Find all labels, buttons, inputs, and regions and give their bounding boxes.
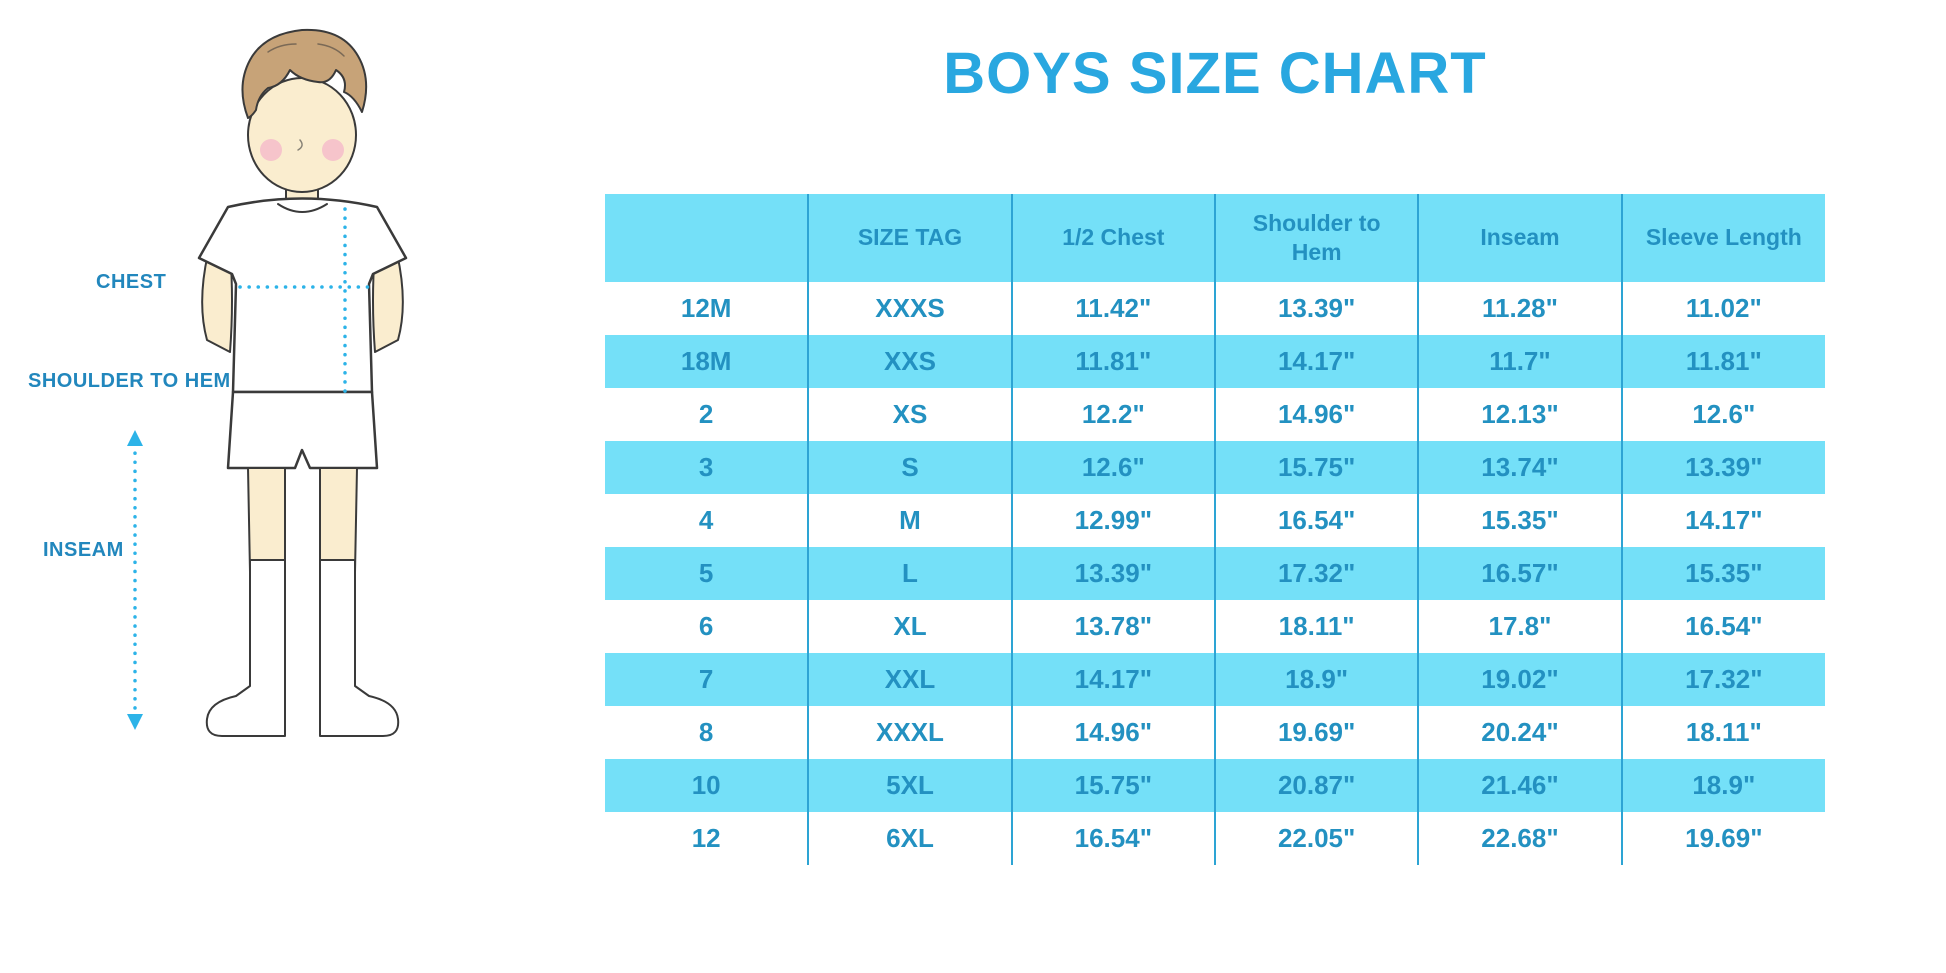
measurement-cell: S	[807, 440, 1012, 494]
size-cell: 3	[605, 440, 809, 494]
measurement-cell: 17.32"	[1620, 652, 1825, 706]
measurement-cell: XL	[807, 599, 1012, 653]
measurement-cell: 12.13"	[1417, 387, 1622, 441]
size-cell: 18M	[605, 334, 809, 388]
measurement-cell: 14.96"	[1010, 705, 1215, 759]
size-cell: 6	[698, 610, 714, 641]
header-cell-inseam: Inseam	[1417, 193, 1622, 282]
measurement-cell: 15.75"	[1213, 440, 1419, 494]
measurement-cell: 14.17"	[1010, 652, 1215, 706]
measurement-cell: 16.54"	[1010, 811, 1215, 865]
size-cell: 4	[698, 504, 714, 535]
table-row: 3 S 12.6" 15.75" 13.74" 13.39"	[605, 440, 1825, 494]
measurement-cell: 22.68"	[1417, 811, 1622, 865]
measurement-cell: 19.02"	[1417, 652, 1622, 706]
measurement-cell: L	[807, 546, 1012, 600]
table-row: 18M XXS 11.81" 14.17" 11.7" 11.81"	[605, 334, 1825, 388]
measurement-cell: XXL	[807, 652, 1012, 706]
table-row: 12M XXXS 11.42" 13.39" 11.28" 11.02"	[605, 281, 1825, 335]
inseam-measure-line	[127, 430, 143, 730]
table-row: 12 6XL 16.54" 22.05" 22.68" 19.69"	[605, 811, 1825, 865]
size-chart-table: SIZE TAG 1/2 Chest Shoulder to Hem Insea…	[605, 193, 1825, 865]
size-cell: 12M	[680, 292, 732, 323]
measurement-cell: 13.39"	[1213, 281, 1419, 335]
table-row: 5 L 13.39" 17.32" 16.57" 15.35"	[605, 546, 1825, 600]
illustration-panel: CHEST SHOULDER TO HEM INSEAM	[0, 0, 480, 973]
measurement-cell: 6XL	[807, 811, 1012, 865]
measurement-cell: 17.8"	[1417, 599, 1622, 653]
measurement-cell: 5XL	[807, 758, 1012, 812]
measurement-cell: 13.39"	[1620, 440, 1825, 494]
table-row: 10 5XL 15.75" 20.87" 21.46" 18.9"	[605, 758, 1825, 812]
measurement-cell: 13.78"	[1010, 599, 1215, 653]
measurement-cell: 16.54"	[1213, 493, 1419, 547]
size-cell: 8	[698, 716, 714, 747]
measurement-cell: XXS	[807, 334, 1012, 388]
inseam-label: INSEAM	[43, 539, 124, 561]
measurement-cell: 19.69"	[1213, 705, 1419, 759]
table-row: 8 XXXL 14.96" 19.69" 20.24" 18.11"	[605, 705, 1825, 759]
size-table-body: 12M XXXS 11.42" 13.39" 11.28" 11.02" 18M XXS 11.…	[605, 281, 1825, 865]
size-cell: 5	[605, 546, 809, 600]
header-cell-size	[605, 193, 809, 282]
measurement-cell: 19.69"	[1620, 811, 1825, 865]
measurement-cell: 22.05"	[1213, 811, 1419, 865]
measurement-cell: XS	[807, 387, 1012, 441]
shoulder-to-hem-label: SHOULDER TO HEM	[28, 370, 231, 392]
measurement-cell: 15.35"	[1620, 546, 1825, 600]
table-row: 7 XXL 14.17" 18.9" 19.02" 17.32"	[605, 652, 1825, 706]
size-chart-header: SIZE TAG 1/2 Chest Shoulder to Hem Insea…	[605, 193, 1825, 282]
measurement-cell: 11.02"	[1620, 281, 1825, 335]
header-cell-shoulder-to-hem: Shoulder to Hem	[1213, 193, 1419, 282]
measurement-cell: 12.2"	[1010, 387, 1215, 441]
measurement-cell: 12.99"	[1010, 493, 1215, 547]
header-cell-size-tag: SIZE TAG	[807, 193, 1012, 282]
size-cell: 7	[605, 652, 809, 706]
size-cell: 2	[698, 398, 714, 429]
table-row: 2 XS 12.2" 14.96" 12.13" 12.6"	[605, 387, 1825, 441]
chest-cross-line	[238, 207, 374, 400]
table-row: 6 XL 13.78" 18.11" 17.8" 16.54"	[605, 599, 1825, 653]
size-cell: 10	[605, 758, 809, 812]
measurement-cell: 11.28"	[1417, 281, 1622, 335]
measurement-cell: 16.54"	[1620, 599, 1825, 653]
measurement-cell: 18.9"	[1620, 758, 1825, 812]
measurement-cell: 15.75"	[1010, 758, 1215, 812]
measurement-cell: 13.39"	[1010, 546, 1215, 600]
measurement-cell: 16.57"	[1417, 546, 1622, 600]
measurement-cell: 11.7"	[1417, 334, 1622, 388]
measurement-cell: 11.42"	[1010, 281, 1215, 335]
header-cell-sleeve-length: Sleeve Length	[1620, 193, 1825, 282]
measurement-cell: 14.17"	[1620, 493, 1825, 547]
measurement-cell: 13.74"	[1417, 440, 1622, 494]
measurement-cell: 12.6"	[1620, 387, 1825, 441]
measurement-cell: 12.6"	[1010, 440, 1215, 494]
measurement-cell: 18.11"	[1213, 599, 1419, 653]
chest-label: CHEST	[96, 271, 167, 293]
measurement-cell: 17.32"	[1213, 546, 1419, 600]
measurement-cell: 20.24"	[1417, 705, 1622, 759]
measurement-cell: M	[807, 493, 1012, 547]
measurement-cell: 21.46"	[1417, 758, 1622, 812]
size-cell: 12	[691, 822, 721, 853]
measurement-cell: 18.11"	[1620, 705, 1825, 759]
measurement-cell: XXXS	[807, 281, 1012, 335]
content-area: BOYS SIZE CHART SIZE TAG 1/2 Chest Shoul…	[480, 0, 1946, 865]
header-cell-half-chest: 1/2 Chest	[1010, 193, 1215, 282]
table-row: 4 M 12.99" 16.54" 15.35" 14.17"	[605, 493, 1825, 547]
measurement-cell: 15.35"	[1417, 493, 1622, 547]
boy-illustration	[127, 28, 408, 737]
measurement-cell: XXXL	[807, 705, 1012, 759]
measurement-cell: 20.87"	[1213, 758, 1419, 812]
measurement-cell: 18.9"	[1213, 652, 1419, 706]
measurement-cell: 14.17"	[1213, 334, 1419, 388]
page-title: BOYS SIZE CHART	[943, 41, 1487, 106]
measurement-cell: 14.96"	[1213, 387, 1419, 441]
measurement-cell: 11.81"	[1010, 334, 1215, 388]
measurement-cell: 11.81"	[1620, 334, 1825, 388]
header-row: SIZE TAG 1/2 Chest Shoulder to Hem Insea…	[605, 193, 1825, 282]
